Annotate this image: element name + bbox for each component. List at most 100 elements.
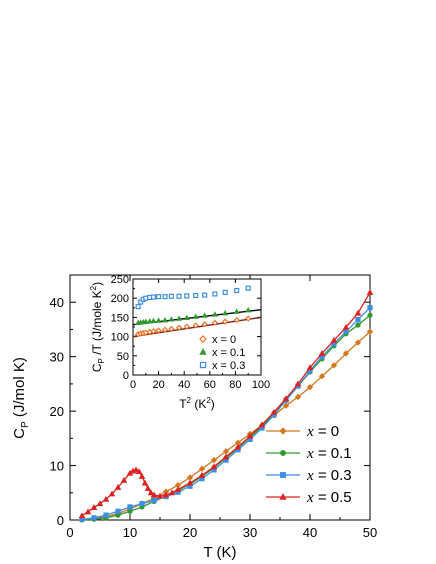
inset-y-title-rest: /T (J/mole K: [90, 290, 104, 358]
inset-x-title-sup: 2: [187, 396, 192, 405]
main-series-2-point: [115, 508, 121, 514]
main-series-3-point: [282, 395, 290, 402]
inset-x-title-rest: (K: [191, 397, 206, 411]
main-series-3-point: [114, 483, 122, 490]
inset-y-tick-label: 0: [123, 370, 129, 382]
main-y-tick-label: 30: [50, 350, 64, 365]
main-series-3-point: [147, 489, 155, 496]
inset-series-0-point: [245, 315, 252, 322]
inset-series-0-point: [183, 323, 190, 330]
main-series-1-point: [355, 322, 361, 328]
main-legend-marker-2: [280, 472, 286, 478]
main-legend-value-2: = 0.3: [314, 467, 352, 484]
main-series-3-point: [258, 421, 266, 428]
main-series-3-point: [84, 508, 92, 515]
main-series-1-point: [127, 508, 133, 514]
main-series-0-point: [210, 456, 218, 464]
main-legend-marker-1: [280, 450, 286, 456]
main-series-3-point: [306, 364, 314, 371]
main-legend-var-3: x: [306, 490, 314, 506]
inset-series-0-point: [222, 318, 229, 325]
inset-series-0-point: [155, 327, 162, 334]
inset-legend-label-2: x = 0.3: [212, 360, 245, 372]
inset-series-2-point: [138, 299, 144, 305]
inset-y-tick-label: 50: [117, 351, 129, 363]
main-series-3-point: [138, 473, 146, 479]
inset-series-1: [132, 306, 262, 326]
inset-x-title-end: ): [211, 397, 215, 411]
main-legend-value-3: = 0.5: [314, 489, 352, 506]
inset-series-2-point: [162, 294, 168, 300]
main-series-3-point: [144, 484, 152, 491]
inset-x-tick-label: 20: [152, 379, 164, 391]
main-legend-entry-0: x = 0: [266, 423, 339, 440]
inset-y-title-end: ): [90, 282, 104, 286]
main-series-3-point: [294, 380, 302, 387]
main-x-tick-label: 20: [183, 525, 197, 540]
inset-series-1-point: [155, 317, 162, 323]
main-series-3: [78, 288, 374, 519]
inset-y-tick-label: 150: [111, 312, 129, 324]
main-y-tick-label: 10: [50, 459, 64, 474]
inset-series-layer: [132, 285, 262, 338]
inset-series-1-point: [183, 314, 190, 321]
inset-series-1-point: [211, 311, 218, 317]
main-x-tick-label: 50: [363, 525, 377, 540]
inset-y-tick-label: 100: [111, 332, 129, 344]
inset-series-1-point: [192, 313, 199, 319]
inset-series-0-point: [192, 322, 199, 329]
main-x-tick-label: 10: [123, 525, 137, 540]
main-series-2-point: [343, 329, 349, 335]
main-series-0-point: [318, 373, 326, 380]
main-series-0-point: [306, 383, 314, 391]
inset-series-2-point: [202, 292, 208, 298]
inset-y-title-sup: 2: [89, 285, 98, 290]
inset-series-2-point: [150, 294, 157, 300]
inset-series-0-point: [201, 321, 208, 328]
main-y-title-rest: (J/mol K): [11, 357, 28, 421]
inset-series-1-point: [162, 316, 168, 323]
main-series-2-point: [355, 317, 361, 323]
main-legend-label-1: x = 0.1: [306, 445, 352, 462]
main-series-3-point: [366, 288, 374, 295]
inset-series-2-point: [193, 292, 199, 299]
main-x-axis-title: T (K): [203, 544, 236, 561]
inset-y-title-sub: P: [97, 358, 106, 363]
main-series-3-point: [141, 479, 149, 486]
inset-x-axis-title: T2 (K2): [179, 396, 215, 411]
main-x-tick-label: 40: [303, 525, 317, 540]
inset-legend-marker-1: [199, 348, 207, 355]
main-series-2-point: [139, 501, 145, 507]
main-legend-entry-1: x = 0.1: [266, 445, 352, 462]
main-x-tick-label: 30: [243, 525, 257, 540]
main-series-3-point: [342, 323, 350, 330]
main-legend-marker-3: [279, 493, 287, 500]
inset-series-2: [135, 285, 251, 310]
inset-series-2-point: [222, 289, 228, 295]
main-series-layer: [78, 288, 374, 523]
main-legend-marker-0: [279, 427, 287, 435]
main-legend-value-0: = 0: [314, 423, 339, 440]
inset-series-1-point: [176, 315, 183, 321]
inset-series-1-point: [146, 318, 153, 324]
inset-legend-marker-2: [199, 361, 207, 369]
main-series-0-point: [330, 362, 338, 369]
main-series-2-point: [151, 497, 157, 504]
main-series-3-point: [78, 512, 86, 519]
inset-series-0-point: [175, 324, 183, 331]
main-series-0-point: [282, 402, 290, 409]
inset-series-1-point: [222, 310, 229, 316]
main-series-0-point: [354, 339, 362, 346]
inset-x-tick-label: 100: [252, 379, 270, 391]
inset-series-1-point: [168, 316, 175, 322]
main-series-3-point: [270, 408, 278, 415]
inset-series-1-point: [245, 306, 252, 313]
main-series-3-point: [222, 453, 230, 460]
inset-series-1-point: [142, 318, 149, 324]
main-legend-var-2: x: [306, 468, 314, 484]
inset-legend-marker-0: [199, 335, 207, 343]
main-legend-value-1: = 0.1: [314, 445, 352, 462]
